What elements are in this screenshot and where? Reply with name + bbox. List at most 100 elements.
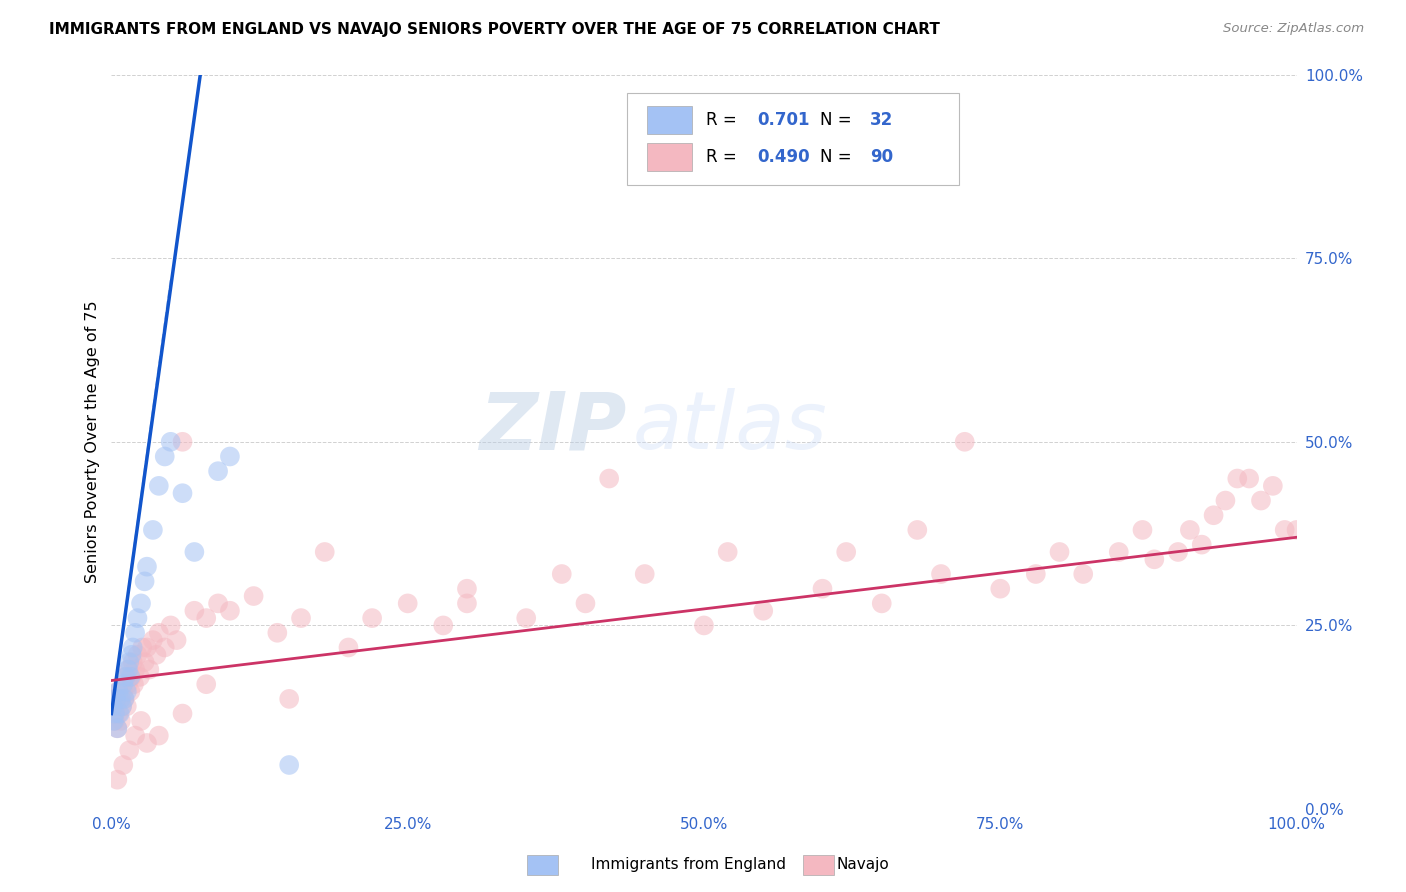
- Text: ZIP: ZIP: [479, 388, 627, 467]
- Point: [1202, 508, 1225, 523]
- Point: [172, 486, 194, 500]
- Point: [136, 640, 159, 655]
- Point: [118, 663, 141, 677]
- Point: [105, 772, 128, 787]
- Point: [361, 611, 384, 625]
- Point: [107, 706, 129, 721]
- Point: [110, 692, 132, 706]
- Point: [124, 663, 146, 677]
- Point: [207, 464, 229, 478]
- Point: [456, 582, 478, 596]
- Point: [128, 670, 150, 684]
- Point: [120, 684, 142, 698]
- Point: [112, 677, 135, 691]
- Point: [1274, 523, 1296, 537]
- Point: [136, 736, 159, 750]
- Point: [136, 559, 159, 574]
- Point: [172, 434, 194, 449]
- Point: [159, 618, 181, 632]
- Point: [551, 567, 574, 582]
- Point: [195, 611, 218, 625]
- Point: [183, 545, 205, 559]
- Point: [290, 611, 312, 625]
- Point: [103, 714, 125, 728]
- Point: [717, 545, 740, 559]
- Point: [117, 663, 139, 677]
- Point: [105, 721, 128, 735]
- Text: atlas: atlas: [633, 388, 828, 467]
- Point: [134, 655, 156, 669]
- Point: [1261, 479, 1284, 493]
- Point: [870, 596, 893, 610]
- Text: Source: ZipAtlas.com: Source: ZipAtlas.com: [1223, 22, 1364, 36]
- Point: [101, 699, 124, 714]
- Point: [107, 684, 129, 698]
- Point: [110, 714, 132, 728]
- Point: [929, 567, 952, 582]
- Text: N =: N =: [820, 148, 858, 166]
- Point: [101, 692, 124, 706]
- Point: [120, 670, 142, 684]
- Text: 0.701: 0.701: [758, 112, 810, 129]
- Point: [111, 699, 134, 714]
- Point: [153, 640, 176, 655]
- Text: IMMIGRANTS FROM ENGLAND VS NAVAJO SENIORS POVERTY OVER THE AGE OF 75 CORRELATION: IMMIGRANTS FROM ENGLAND VS NAVAJO SENIOR…: [49, 22, 941, 37]
- Text: Immigrants from England: Immigrants from England: [591, 857, 786, 872]
- Point: [1178, 523, 1201, 537]
- Text: Navajo: Navajo: [837, 857, 890, 872]
- Point: [108, 692, 131, 706]
- Text: R =: R =: [706, 112, 742, 129]
- Point: [105, 699, 128, 714]
- FancyBboxPatch shape: [647, 106, 692, 134]
- Point: [122, 677, 145, 691]
- Point: [219, 450, 242, 464]
- Point: [1167, 545, 1189, 559]
- Point: [112, 758, 135, 772]
- Point: [1226, 471, 1249, 485]
- Point: [1108, 545, 1130, 559]
- Point: [145, 648, 167, 662]
- Point: [278, 692, 301, 706]
- Point: [121, 670, 143, 684]
- Point: [142, 523, 165, 537]
- Text: 32: 32: [870, 112, 893, 129]
- Point: [129, 714, 152, 728]
- Point: [166, 633, 188, 648]
- Point: [114, 692, 136, 706]
- FancyBboxPatch shape: [647, 143, 692, 170]
- Point: [124, 625, 146, 640]
- Point: [1237, 471, 1260, 485]
- Point: [148, 625, 170, 640]
- Text: N =: N =: [820, 112, 858, 129]
- Point: [1025, 567, 1047, 582]
- Point: [693, 618, 716, 632]
- Point: [134, 574, 156, 589]
- Point: [112, 684, 135, 698]
- Point: [105, 692, 128, 706]
- Point: [115, 699, 138, 714]
- Point: [219, 604, 242, 618]
- Point: [183, 604, 205, 618]
- Text: 0.490: 0.490: [758, 148, 810, 166]
- Point: [108, 706, 131, 721]
- Point: [105, 721, 128, 735]
- Point: [115, 684, 138, 698]
- Point: [314, 545, 336, 559]
- FancyBboxPatch shape: [627, 93, 959, 185]
- Point: [148, 729, 170, 743]
- Point: [118, 743, 141, 757]
- Point: [432, 618, 454, 632]
- Point: [1250, 493, 1272, 508]
- Point: [104, 714, 127, 728]
- Point: [105, 684, 128, 698]
- Point: [118, 655, 141, 669]
- Point: [131, 640, 153, 655]
- Point: [121, 655, 143, 669]
- Point: [114, 670, 136, 684]
- Point: [121, 648, 143, 662]
- Point: [114, 670, 136, 684]
- Point: [953, 434, 976, 449]
- Point: [195, 677, 218, 691]
- Point: [242, 589, 264, 603]
- Point: [153, 450, 176, 464]
